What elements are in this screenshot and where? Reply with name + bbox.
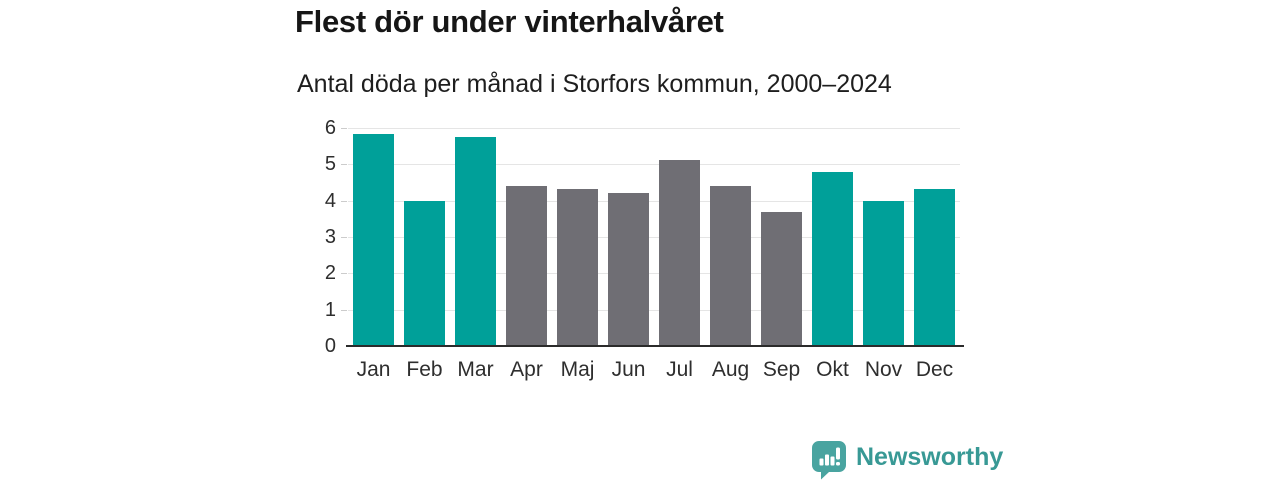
x-tick-label: Apr bbox=[510, 358, 543, 381]
bar-aug bbox=[710, 186, 751, 346]
gridline bbox=[348, 237, 960, 238]
bar-jan bbox=[353, 134, 394, 346]
y-axis-tick bbox=[341, 128, 347, 129]
bar-sep bbox=[761, 212, 802, 346]
x-tick-label: Nov bbox=[864, 358, 903, 381]
gridline bbox=[348, 201, 960, 202]
x-axis-line bbox=[346, 345, 964, 347]
x-tick-label: Aug bbox=[711, 358, 750, 381]
y-tick-label: 5 bbox=[324, 153, 336, 175]
y-axis-tick bbox=[341, 310, 347, 311]
y-axis-tick bbox=[341, 201, 347, 202]
y-tick-label: 3 bbox=[324, 226, 336, 248]
bar-jul bbox=[659, 160, 700, 346]
x-tick-label: Mar bbox=[457, 358, 494, 381]
gridline bbox=[348, 273, 960, 274]
y-tick-label: 2 bbox=[324, 262, 336, 284]
gridline bbox=[348, 310, 960, 311]
y-axis-tick bbox=[341, 164, 347, 165]
gridline bbox=[348, 128, 960, 129]
bar-chart-speech-bubble-icon bbox=[812, 441, 848, 480]
y-tick-label: 1 bbox=[324, 299, 336, 321]
chart-subtitle: Antal döda per månad i Storfors kommun, … bbox=[297, 70, 892, 98]
bar-jun bbox=[608, 193, 649, 346]
x-tick-label: Jul bbox=[666, 358, 693, 381]
gridline bbox=[348, 164, 960, 165]
bar-dec bbox=[914, 189, 955, 346]
bar-nov bbox=[863, 201, 904, 346]
bar-feb bbox=[404, 201, 445, 346]
y-axis-tick bbox=[341, 237, 347, 238]
x-tick-label: Sep bbox=[762, 358, 801, 381]
x-tick-label: Maj bbox=[560, 358, 595, 381]
bar-apr bbox=[506, 186, 547, 346]
x-tick-label: Jun bbox=[611, 358, 646, 381]
y-tick-label: 4 bbox=[324, 190, 336, 212]
chart-title: Flest dör under vinterhalvåret bbox=[295, 4, 724, 39]
y-tick-label: 6 bbox=[324, 117, 336, 139]
x-tick-label: Dec bbox=[915, 358, 954, 381]
x-tick-label: Okt bbox=[816, 358, 849, 381]
bar-maj bbox=[557, 189, 598, 346]
y-axis-tick bbox=[341, 273, 347, 274]
newsworthy-logo: Newsworthy bbox=[812, 441, 1003, 480]
x-tick-label: Jan bbox=[356, 358, 391, 381]
bar-mar bbox=[455, 137, 496, 346]
y-tick-label: 0 bbox=[324, 335, 336, 357]
bar-okt bbox=[812, 172, 853, 346]
newsworthy-wordmark: Newsworthy bbox=[856, 443, 1004, 471]
x-tick-label: Feb bbox=[406, 358, 443, 381]
